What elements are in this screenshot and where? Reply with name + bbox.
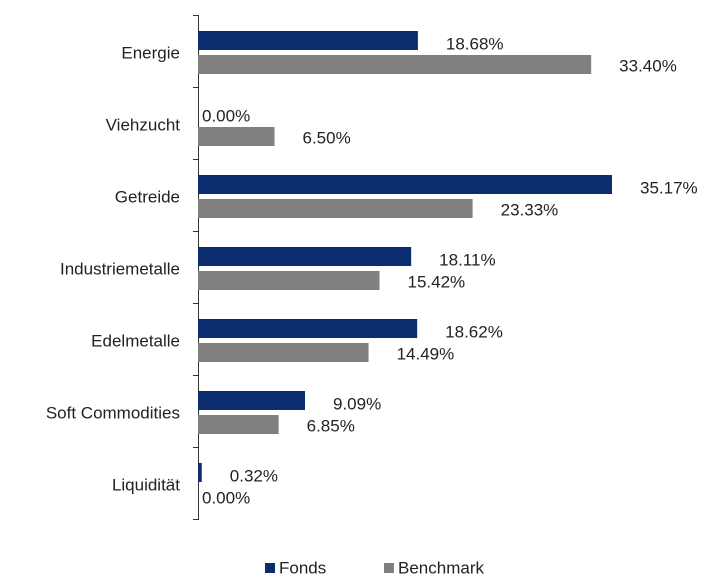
category-label: Liquidität xyxy=(112,475,180,494)
category-label: Industriemetalle xyxy=(60,259,180,278)
bar xyxy=(198,55,592,74)
bar xyxy=(198,127,275,146)
bar xyxy=(198,199,473,218)
value-label: 9.09% xyxy=(333,394,381,413)
value-label: 14.49% xyxy=(397,344,455,363)
bar xyxy=(198,31,418,50)
value-label: 6.85% xyxy=(307,416,355,435)
value-label: 23.33% xyxy=(501,200,559,219)
legend-swatch xyxy=(265,563,275,573)
bar xyxy=(198,463,202,482)
value-label: 18.68% xyxy=(446,34,504,53)
value-label: 33.40% xyxy=(619,56,677,75)
value-label: 6.50% xyxy=(303,128,351,147)
value-label: 15.42% xyxy=(408,272,466,291)
bar xyxy=(198,319,418,338)
value-label: 18.11% xyxy=(439,250,495,269)
bar xyxy=(198,343,369,362)
legend-label: Fonds xyxy=(279,558,326,577)
legend-label: Benchmark xyxy=(398,558,484,577)
value-label: 0.00% xyxy=(202,106,250,125)
category-label: Soft Commodities xyxy=(46,403,180,422)
category-label: Energie xyxy=(121,43,180,62)
category-label: Edelmetalle xyxy=(91,331,180,350)
bar xyxy=(198,247,412,266)
value-label: 18.62% xyxy=(445,322,503,341)
value-label: 0.32% xyxy=(230,466,278,485)
bar xyxy=(198,271,380,290)
bar xyxy=(198,415,279,434)
category-label: Getreide xyxy=(115,187,180,206)
value-label: 35.17% xyxy=(640,178,698,197)
category-label: Viehzucht xyxy=(106,115,181,134)
legend-swatch xyxy=(384,563,394,573)
value-label: 0.00% xyxy=(202,488,250,507)
bar xyxy=(198,391,306,410)
bar xyxy=(198,175,612,194)
